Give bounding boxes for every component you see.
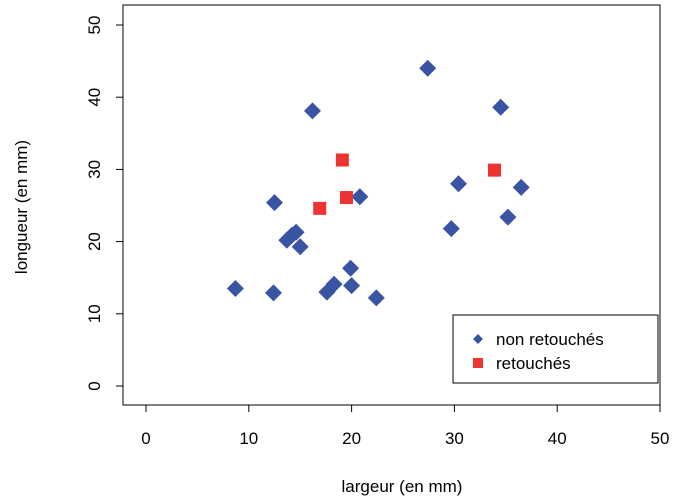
data-point-non-retouche (442, 220, 460, 238)
x-axis-label: largeur (en mm) (342, 477, 463, 496)
x-tick-label: 10 (239, 429, 258, 448)
data-point-non-retouche (266, 194, 283, 212)
y-axis: 0 10 20 30 40 50 (85, 16, 124, 391)
data-point-non-retouche (265, 284, 282, 302)
data-point-non-retouche (499, 208, 517, 226)
data-point-non-retouche (512, 178, 530, 196)
legend: non retouchés retouchés (452, 314, 659, 384)
data-point-retouche (313, 201, 327, 215)
data-point-non-retouche (325, 275, 343, 293)
x-tick-label: 20 (342, 429, 361, 448)
y-tick-label: 20 (85, 232, 104, 251)
data-point-retouche (335, 153, 349, 167)
data-point-non-retouche (492, 98, 510, 116)
data-point-non-retouche (304, 102, 321, 120)
legend-box (452, 314, 659, 384)
data-point-non-retouche (450, 175, 467, 193)
data-point-non-retouche (342, 259, 360, 277)
data-point-retouche (487, 163, 501, 177)
data-point-non-retouche (343, 277, 361, 295)
data-point-non-retouche (419, 59, 437, 77)
data-point-non-retouche (367, 289, 385, 307)
x-tick-label: 0 (141, 429, 150, 448)
y-axis-label: longueur (en mm) (12, 140, 31, 274)
y-tick-label: 50 (85, 16, 104, 35)
data-point-non-retouche (226, 280, 244, 297)
x-axis: 0 10 20 30 40 50 (141, 404, 670, 448)
y-tick-label: 30 (85, 160, 104, 179)
data-point-retouche (339, 191, 353, 205)
x-tick-label: 40 (548, 429, 567, 448)
legend-marker-square (473, 358, 483, 368)
legend-label: non retouchés (496, 330, 604, 349)
y-tick-label: 10 (85, 304, 104, 323)
x-tick-label: 50 (651, 429, 670, 448)
data-points (226, 59, 530, 307)
x-tick-label: 30 (445, 429, 464, 448)
y-tick-label: 40 (85, 88, 104, 107)
legend-marker-diamond (473, 334, 483, 344)
legend-label: retouchés (496, 354, 571, 373)
data-point-non-retouche (351, 188, 369, 206)
y-tick-label: 0 (85, 381, 104, 390)
data-point-non-retouche (291, 238, 309, 256)
data-point-non-retouche (287, 223, 305, 241)
